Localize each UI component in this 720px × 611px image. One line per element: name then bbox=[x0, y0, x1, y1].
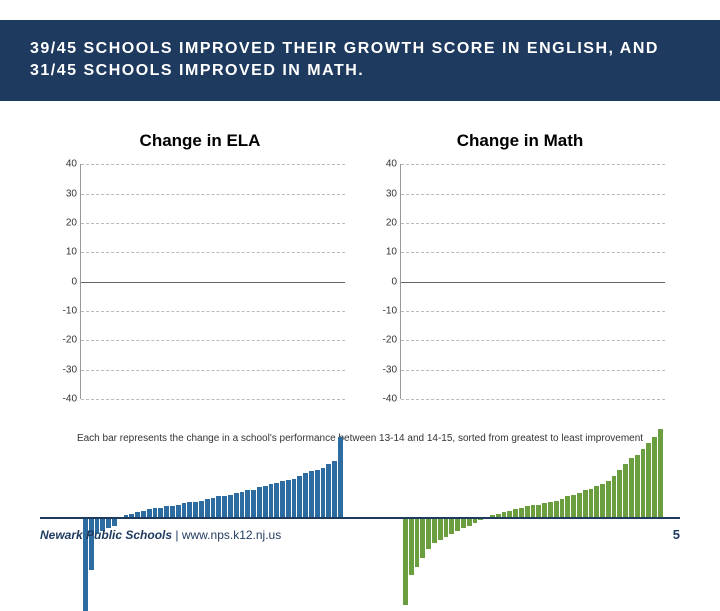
bar-rect bbox=[263, 486, 268, 517]
bar-rect bbox=[199, 501, 204, 517]
bar-rect bbox=[583, 490, 588, 516]
footer: Newark Public Schools | www.nps.k12.nj.u… bbox=[40, 517, 680, 542]
grid-line bbox=[401, 399, 665, 400]
bar-rect bbox=[332, 461, 337, 517]
plot-area bbox=[400, 164, 665, 399]
bar-rect bbox=[297, 476, 302, 517]
ytick-label: 10 bbox=[51, 247, 77, 258]
header-band: 39/45 SCHOOLS IMPROVED THEIR GROWTH SCOR… bbox=[0, 20, 720, 101]
chart-math-plot: -40 -30 -20 -10 0 10 20 30 40 bbox=[370, 159, 670, 419]
bar-rect bbox=[147, 509, 152, 516]
bar-rect bbox=[606, 481, 611, 516]
bar-rect bbox=[326, 464, 331, 517]
bar-rect bbox=[513, 509, 518, 516]
bar-rect bbox=[182, 503, 187, 516]
chart-ela: Change in ELA -40 -30 -20 -10 0 10 20 30 40 bbox=[50, 131, 350, 419]
bar-rect bbox=[228, 495, 233, 517]
bar-rect bbox=[257, 487, 262, 516]
bar-rect bbox=[589, 489, 594, 517]
bar-rect bbox=[245, 490, 250, 516]
chart-math: Change in Math -40 -30 -20 -10 0 10 20 30 40 bbox=[370, 131, 670, 419]
bar-rect bbox=[269, 484, 274, 516]
bars-container bbox=[81, 164, 345, 399]
bar-rect bbox=[153, 508, 158, 517]
chart-math-title: Change in Math bbox=[370, 131, 670, 151]
bar-rect bbox=[234, 493, 239, 517]
ytick-label: 20 bbox=[51, 217, 77, 228]
bar-rect bbox=[594, 486, 599, 517]
bar-rect bbox=[187, 502, 192, 517]
bar-rect bbox=[205, 499, 210, 517]
ytick-label: 40 bbox=[51, 159, 77, 170]
grid-line bbox=[81, 399, 345, 400]
bar-rect bbox=[216, 496, 221, 517]
bar-rect bbox=[315, 470, 320, 517]
bar-rect bbox=[571, 495, 576, 517]
ytick-label: 40 bbox=[371, 159, 397, 170]
ytick-label: 30 bbox=[371, 188, 397, 199]
bar-rect bbox=[658, 429, 663, 517]
bar-rect bbox=[240, 492, 245, 517]
bar-rect bbox=[536, 505, 541, 517]
bar-rect bbox=[617, 470, 622, 517]
bar-rect bbox=[164, 506, 169, 516]
page-title: 39/45 SCHOOLS IMPROVED THEIR GROWTH SCOR… bbox=[30, 38, 690, 81]
bar-rect bbox=[554, 501, 559, 517]
bar-rect bbox=[280, 481, 285, 516]
ytick-label: 0 bbox=[371, 276, 397, 287]
bar-rect bbox=[542, 503, 547, 516]
bar-rect bbox=[560, 499, 565, 517]
bar-rect bbox=[222, 496, 227, 517]
bar-rect bbox=[303, 473, 308, 517]
ytick-label: 10 bbox=[371, 247, 397, 258]
bar-rect bbox=[507, 511, 512, 517]
bar-rect bbox=[321, 468, 326, 516]
bar-rect bbox=[338, 437, 343, 516]
bar-rect bbox=[646, 443, 651, 516]
ytick-label: -40 bbox=[51, 394, 77, 405]
bar-rect bbox=[141, 511, 146, 517]
bar-rect bbox=[652, 437, 657, 516]
ytick-label: 20 bbox=[371, 217, 397, 228]
ytick-label: 30 bbox=[51, 188, 77, 199]
bar-rect bbox=[292, 479, 297, 517]
bar-rect bbox=[176, 505, 181, 517]
bar-rect bbox=[623, 464, 628, 517]
bar-rect bbox=[519, 508, 524, 517]
ytick-label: -20 bbox=[371, 335, 397, 346]
chart-caption: Each bar represents the change in a scho… bbox=[0, 433, 720, 444]
bar-rect bbox=[641, 449, 646, 517]
bar-rect bbox=[158, 508, 163, 517]
chart-ela-title: Change in ELA bbox=[50, 131, 350, 151]
ytick-label: -40 bbox=[371, 394, 397, 405]
bar-rect bbox=[274, 483, 279, 517]
bar-rect bbox=[548, 502, 553, 517]
ytick-label: -10 bbox=[371, 306, 397, 317]
bar-rect bbox=[193, 502, 198, 517]
bar-rect bbox=[635, 455, 640, 517]
bar-rect bbox=[531, 505, 536, 517]
bar-rect bbox=[309, 471, 314, 517]
bar-rect bbox=[170, 506, 175, 516]
chart-ela-plot: -40 -30 -20 -10 0 10 20 30 40 bbox=[50, 159, 350, 419]
bar-rect bbox=[565, 496, 570, 517]
ytick-label: -20 bbox=[51, 335, 77, 346]
bar-rect bbox=[286, 480, 291, 517]
charts-row: Change in ELA -40 -30 -20 -10 0 10 20 30 40 Chan… bbox=[0, 131, 720, 419]
bars-container bbox=[401, 164, 665, 399]
bar-rect bbox=[600, 484, 605, 516]
plot-area bbox=[80, 164, 345, 399]
bar-rect bbox=[211, 498, 216, 517]
ytick-label: -30 bbox=[371, 364, 397, 375]
ytick-label: -30 bbox=[51, 364, 77, 375]
bar-rect bbox=[612, 476, 617, 517]
ytick-label: 0 bbox=[51, 276, 77, 287]
bar-rect bbox=[251, 490, 256, 516]
ytick-label: -10 bbox=[51, 306, 77, 317]
bar-rect bbox=[525, 506, 530, 516]
bar-rect bbox=[577, 493, 582, 517]
bar-rect bbox=[629, 458, 634, 517]
